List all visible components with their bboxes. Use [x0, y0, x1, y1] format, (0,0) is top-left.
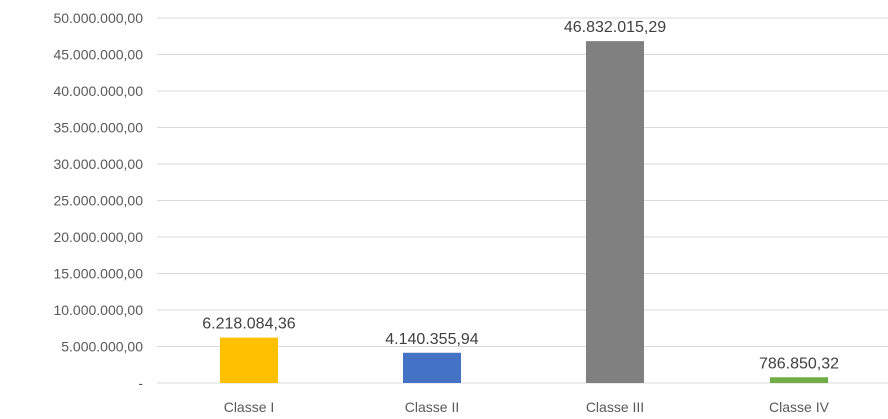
y-tick-label: 5.000.000,00 — [61, 339, 143, 355]
data-label: 4.140.355,94 — [385, 331, 479, 348]
y-tick-label: 25.000.000,00 — [53, 193, 143, 209]
y-tick-label: 30.000.000,00 — [53, 156, 143, 172]
bar-classe-iii — [586, 41, 644, 384]
data-labels: 6.218.084,36 4.140.355,94 46.832.015,29 786… — [202, 19, 839, 372]
y-tick-label: 45.000.000,00 — [53, 47, 143, 63]
x-category-label: Classe III — [586, 399, 644, 415]
bars — [220, 41, 828, 384]
y-tick-label: 20.000.000,00 — [53, 229, 143, 245]
gridlines — [157, 17, 888, 384]
y-axis-ticks: - 5.000.000,00 10.000.000,00 15.000.000,00 2… — [53, 10, 143, 391]
bar-classe-i — [220, 337, 278, 383]
y-tick-label: 40.000.000,00 — [53, 83, 143, 99]
x-category-label: Classe IV — [769, 399, 830, 415]
x-category-label: Classe II — [405, 399, 459, 415]
y-tick-label: 50.000.000,00 — [53, 10, 143, 26]
y-tick-label: 35.000.000,00 — [53, 120, 143, 136]
x-axis-categories: Classe I Classe II Classe III Classe IV — [224, 399, 830, 415]
y-tick-label: 10.000.000,00 — [53, 302, 143, 318]
bar-classe-ii — [403, 352, 461, 383]
data-label: 46.832.015,29 — [564, 19, 666, 36]
data-label: 786.850,32 — [759, 355, 839, 372]
y-tick-label: - — [138, 375, 143, 391]
y-tick-label: 15.000.000,00 — [53, 266, 143, 282]
data-label: 6.218.084,36 — [202, 316, 296, 333]
bar-classe-iv — [770, 377, 828, 383]
x-category-label: Classe I — [224, 399, 275, 415]
